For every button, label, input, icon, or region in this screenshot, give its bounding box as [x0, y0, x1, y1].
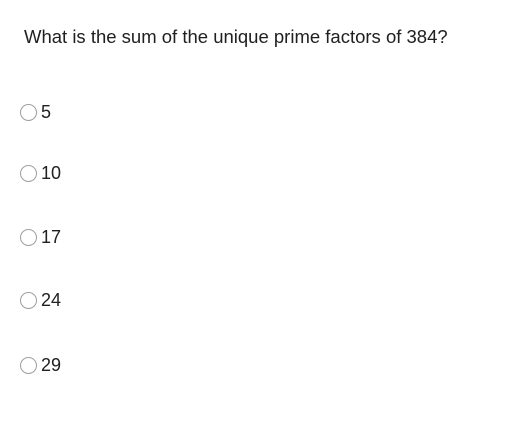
option-label: 24 — [41, 290, 62, 310]
option-label: 10 — [41, 163, 62, 183]
option-24[interactable]: 24 — [20, 288, 61, 312]
radio-button[interactable] — [20, 291, 37, 309]
option-10[interactable]: 10 — [20, 161, 61, 185]
option-5[interactable]: 5 — [20, 100, 51, 124]
option-29[interactable]: 29 — [20, 353, 61, 377]
option-label: 5 — [41, 102, 52, 122]
radio-button[interactable] — [20, 164, 37, 182]
question-text: What is the sum of the unique prime fact… — [24, 26, 448, 47]
radio-button[interactable] — [20, 228, 37, 246]
radio-button[interactable] — [20, 103, 37, 121]
option-label: 17 — [41, 227, 62, 247]
option-label: 29 — [41, 355, 62, 375]
option-17[interactable]: 17 — [20, 225, 61, 249]
radio-button[interactable] — [20, 356, 37, 374]
